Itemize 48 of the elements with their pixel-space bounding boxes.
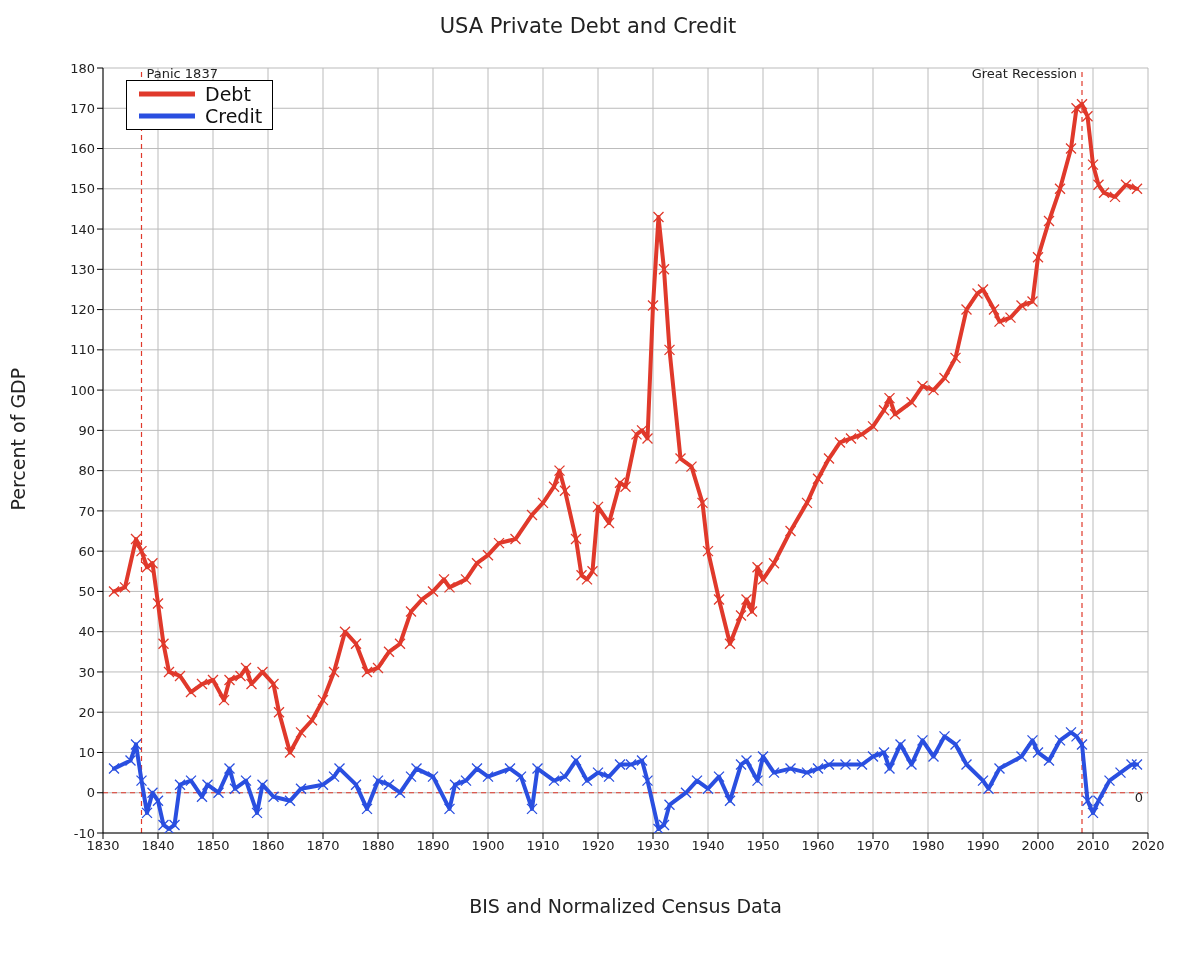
x-tick-label: 1830 <box>86 838 120 854</box>
x-tick-label: 1980 <box>911 838 945 854</box>
x-axis-title: BIS and Normalized Census Data <box>469 895 782 917</box>
y-tick-label: 130 <box>70 261 95 277</box>
y-tick-label: 140 <box>70 221 95 237</box>
x-tick-label: 1910 <box>526 838 560 854</box>
y-tick-label: 160 <box>70 141 95 157</box>
y-tick-label: 30 <box>78 664 95 680</box>
y-tick-label: 80 <box>78 463 95 479</box>
y-tick-label: 110 <box>70 342 95 358</box>
ref-line-label: Panic 1837 <box>146 66 218 82</box>
y-tick-label: 100 <box>70 382 95 398</box>
x-tick-label: 1920 <box>581 838 615 854</box>
y-tick-label: 90 <box>78 422 95 438</box>
y-tick-label: 150 <box>70 181 95 197</box>
x-tick-label: 1940 <box>691 838 725 854</box>
x-tick-label: 1970 <box>856 838 890 854</box>
ref-line-label: Great Recession <box>971 66 1077 82</box>
y-tick-label: 120 <box>70 302 95 318</box>
chart-title: USA Private Debt and Credit <box>438 13 738 40</box>
x-tick-label: 2000 <box>1021 838 1055 854</box>
x-tick-label: 1870 <box>306 838 340 854</box>
x-tick-label: 1860 <box>251 838 285 854</box>
y-tick-label: 170 <box>70 100 95 116</box>
y-tick-label: 40 <box>78 624 95 640</box>
y-tick-label: 180 <box>70 60 95 76</box>
y-tick-label: -10 <box>73 825 95 841</box>
ref-line-label: 0 <box>1134 789 1143 805</box>
y-tick-label: 0 <box>86 785 95 801</box>
x-tick-label: 1960 <box>801 838 835 854</box>
y-tick-label: 10 <box>78 745 95 761</box>
x-tick-label: 1850 <box>196 838 230 854</box>
x-tick-label: 2010 <box>1076 838 1110 854</box>
y-tick-label: 50 <box>78 584 95 600</box>
x-tick-label: 1900 <box>471 838 505 854</box>
y-tick-label: 70 <box>78 503 95 519</box>
legend-label: Debt <box>205 83 251 105</box>
x-tick-label: 1840 <box>141 838 175 854</box>
y-tick-label: 60 <box>78 543 95 559</box>
x-tick-label: 1880 <box>361 838 395 854</box>
legend-label: Credit <box>205 105 263 127</box>
y-tick-label: 20 <box>78 704 95 720</box>
x-tick-label: 1990 <box>966 838 1000 854</box>
x-tick-label: 2020 <box>1131 838 1165 854</box>
x-tick-label: 1930 <box>636 838 670 854</box>
x-tick-label: 1890 <box>416 838 450 854</box>
x-tick-label: 1950 <box>746 838 780 854</box>
y-axis-title: Percent of GDP <box>6 367 29 511</box>
